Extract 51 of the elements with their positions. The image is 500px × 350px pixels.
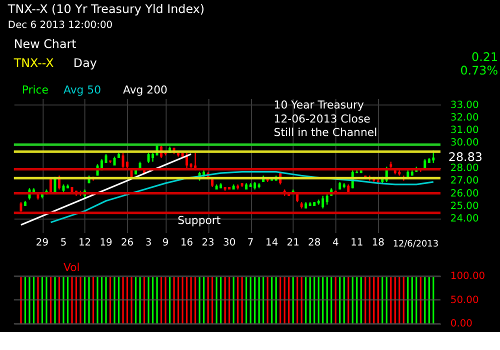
text: 28.83 bbox=[448, 150, 482, 164]
y-tick-label: 33.00 bbox=[450, 100, 479, 111]
x-tick-label: 21 bbox=[286, 237, 300, 248]
x-tick-label: 3 bbox=[145, 237, 152, 248]
y-tick-label: 100.00 bbox=[450, 271, 486, 282]
candlestick bbox=[20, 202, 22, 213]
text: 12/6/2013 bbox=[392, 239, 438, 250]
annotation: Still in the Channel bbox=[274, 126, 378, 140]
y-tick-label: 26.00 bbox=[450, 188, 479, 200]
y-tick-label: 25.00 bbox=[450, 200, 479, 212]
text: Avg 50 bbox=[63, 84, 102, 97]
text: 0.21 bbox=[472, 50, 498, 64]
text: New Chart bbox=[14, 36, 77, 51]
candlestick bbox=[122, 152, 124, 169]
x-tick-label: 29 bbox=[36, 237, 49, 248]
annotation: 10 Year Treasury bbox=[274, 98, 364, 112]
x-tick-label: 14 bbox=[266, 237, 278, 248]
candlestick bbox=[326, 194, 328, 206]
x-tick-label: 5 bbox=[60, 237, 67, 248]
text: Day bbox=[73, 56, 97, 70]
y-tick-label: 0.00 bbox=[450, 318, 472, 330]
chart-title: TNX--X (10 Yr Treasury Yld Index) bbox=[6, 2, 204, 16]
x-tick-label: 18 bbox=[372, 237, 384, 248]
x-tick-label: 19 bbox=[100, 237, 112, 248]
text: 0.73% bbox=[460, 64, 498, 78]
y-tick-label: 30.00 bbox=[450, 138, 479, 149]
candlestick bbox=[322, 195, 324, 210]
x-tick-label: 4 bbox=[332, 237, 339, 248]
x-tick-label: 23 bbox=[202, 237, 214, 248]
x-tick-label: 30 bbox=[223, 237, 236, 248]
y-tick-label: 50.00 bbox=[450, 294, 479, 306]
ref-line-label: Support bbox=[178, 214, 222, 227]
x-tick-label: 26 bbox=[120, 237, 134, 248]
y-tick-label: 27.00 bbox=[450, 176, 479, 187]
y-tick-label: 28.00 bbox=[450, 163, 479, 174]
x-tick-label: 12 bbox=[78, 237, 92, 248]
x-tick-label: 16 bbox=[180, 237, 194, 248]
y-tick-label: 31.00 bbox=[450, 125, 479, 136]
text: Price bbox=[22, 84, 49, 97]
text: TNX--X bbox=[12, 56, 54, 70]
annotation: 12-06-2013 Close bbox=[274, 112, 371, 126]
x-tick-label: 9 bbox=[162, 237, 169, 248]
x-tick-label: 11 bbox=[350, 237, 364, 248]
chart-subtitle: Dec 6 2013 12:00:00 bbox=[8, 20, 113, 32]
y-tick-label: 24.00 bbox=[450, 214, 479, 225]
text: Avg 200 bbox=[123, 84, 168, 97]
x-tick-label: 28 bbox=[308, 237, 321, 248]
x-tick-label: 7 bbox=[247, 237, 254, 248]
candlestick bbox=[147, 152, 150, 164]
y-tick-label: 32.00 bbox=[450, 112, 479, 124]
series-label: Vol bbox=[63, 261, 80, 274]
